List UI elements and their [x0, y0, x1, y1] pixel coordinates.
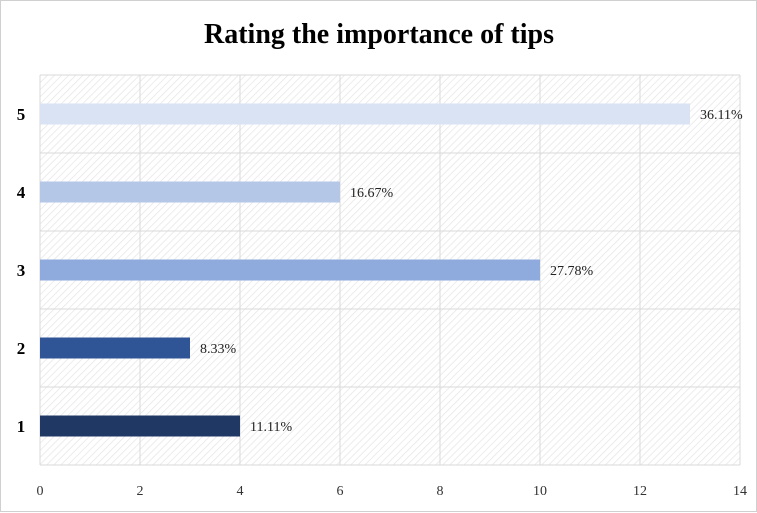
- data-labels: 11.11% 8.33% 27.78% 16.67% 36.11%: [200, 108, 743, 435]
- category-label-3: 3: [17, 261, 26, 280]
- x-axis-ticks: 0 2 4 6 8 10 12 14: [37, 484, 748, 499]
- bar-3: [40, 259, 540, 281]
- x-tick-label: 12: [633, 484, 647, 499]
- bar-4: [40, 181, 340, 203]
- data-label-3: 27.78%: [550, 264, 594, 279]
- category-label-2: 2: [17, 339, 26, 358]
- category-label-4: 4: [17, 183, 26, 202]
- x-tick-label: 6: [337, 484, 344, 499]
- x-tick-label: 8: [437, 484, 444, 499]
- bars: [40, 103, 690, 437]
- chart-title: Rating the importance of tips: [204, 19, 554, 50]
- x-tick-label: 2: [137, 484, 144, 499]
- x-tick-label: 10: [533, 484, 547, 499]
- data-label-5: 36.11%: [700, 108, 743, 123]
- bar-1: [40, 415, 240, 437]
- bar-2: [40, 337, 190, 359]
- x-tick-label: 0: [37, 484, 44, 499]
- data-label-4: 16.67%: [350, 186, 394, 201]
- x-tick-label: 4: [237, 484, 244, 499]
- category-label-1: 1: [17, 417, 26, 436]
- bar-5: [40, 103, 690, 125]
- x-tick-label: 14: [733, 484, 747, 499]
- category-labels: 1 2 3 4 5: [17, 105, 26, 436]
- data-label-2: 8.33%: [200, 342, 237, 357]
- data-label-1: 11.11%: [250, 420, 292, 435]
- category-label-5: 5: [17, 105, 26, 124]
